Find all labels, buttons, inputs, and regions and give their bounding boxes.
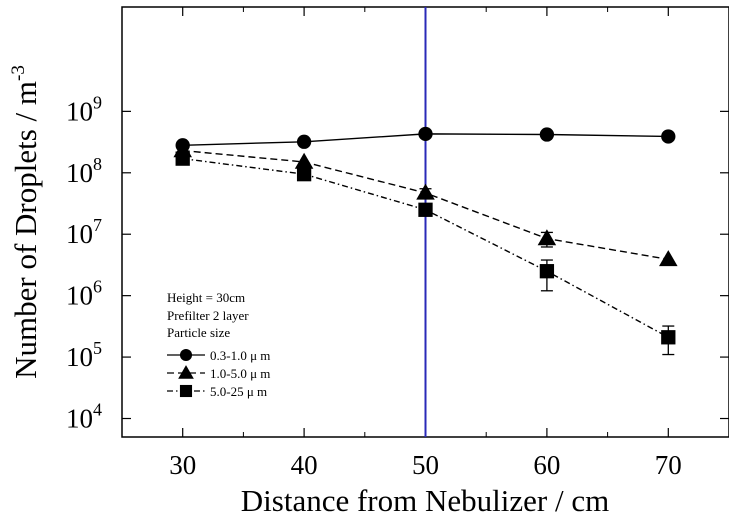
data-point-circle <box>539 127 555 142</box>
legend-marker-circle <box>179 348 193 362</box>
series-layer <box>173 126 678 356</box>
y-tick-label-base: 10 <box>66 219 93 249</box>
x-tick-label-3: 60 <box>533 450 560 480</box>
legend: Height = 30cm Prefilter 2 layer Particle… <box>167 290 270 399</box>
y-axis-title: Number of Droplets / m-3 <box>8 65 43 379</box>
y-tick-label-base: 10 <box>66 281 93 311</box>
data-point-square <box>661 330 676 345</box>
y-tick-label-4: 108 <box>66 154 102 188</box>
y-tick-label-exponent: 5 <box>93 338 102 358</box>
y-tick-label-exponent: 6 <box>93 277 102 297</box>
x-tick-label-2: 50 <box>412 450 439 480</box>
data-point-square <box>418 202 433 217</box>
y-axis-title-exponent: -3 <box>8 65 29 81</box>
y-tick-label-base: 10 <box>66 96 93 126</box>
data-point-triangle <box>537 229 557 246</box>
data-point-triangle <box>416 183 435 200</box>
y-axis-title-main: Number of Droplets / m <box>8 81 43 379</box>
data-point-circle <box>661 129 676 144</box>
legend-marker-triangle <box>178 365 194 379</box>
x-tick-label-0: 30 <box>169 450 196 480</box>
x-tick-labels: 30 40 50 60 70 <box>169 450 682 480</box>
data-point-triangle <box>659 250 678 267</box>
y-tick-label-base: 10 <box>66 158 93 188</box>
legend-items: 0.3-1.0 μ m 1.0-5.0 μ m 5.0-25 μ m <box>167 348 270 399</box>
y-tick-label-exponent: 4 <box>93 400 102 420</box>
x-axis-title: Distance from Nebulizer / cm <box>241 483 609 518</box>
data-point-circle <box>418 126 433 142</box>
y-tick-label-1: 105 <box>66 338 102 372</box>
y-tick-label-exponent: 8 <box>93 154 102 174</box>
annotation-height: Height = 30cm <box>167 290 245 305</box>
y-tick-label-base: 10 <box>66 404 93 434</box>
data-point-square <box>539 264 555 279</box>
x-tick-label-4: 70 <box>655 450 682 480</box>
x-tick-label-1: 40 <box>291 450 318 480</box>
y-tick-label-exponent: 9 <box>93 92 102 112</box>
y-tick-label-0: 104 <box>66 400 102 434</box>
legend-marker-square <box>179 384 193 398</box>
y-tick-label-3: 107 <box>66 215 102 249</box>
legend-label-triangle: 1.0-5.0 μ m <box>210 366 270 381</box>
annotation-prefilter: Prefilter 2 layer <box>167 308 249 323</box>
legend-label-circle: 0.3-1.0 μ m <box>210 348 270 363</box>
y-tick-label-base: 10 <box>66 342 93 372</box>
y-tick-label-5: 109 <box>66 92 102 126</box>
data-point-square <box>175 151 190 166</box>
annotation-particle-size: Particle size <box>167 325 230 340</box>
y-tick-label-2: 106 <box>66 277 102 311</box>
data-point-circle <box>296 134 312 149</box>
data-point-square <box>296 167 312 182</box>
data-point-triangle <box>294 152 314 169</box>
legend-label-square: 5.0-25 μ m <box>210 384 267 399</box>
series-square <box>175 151 676 356</box>
y-tick-label-exponent: 7 <box>93 215 102 235</box>
